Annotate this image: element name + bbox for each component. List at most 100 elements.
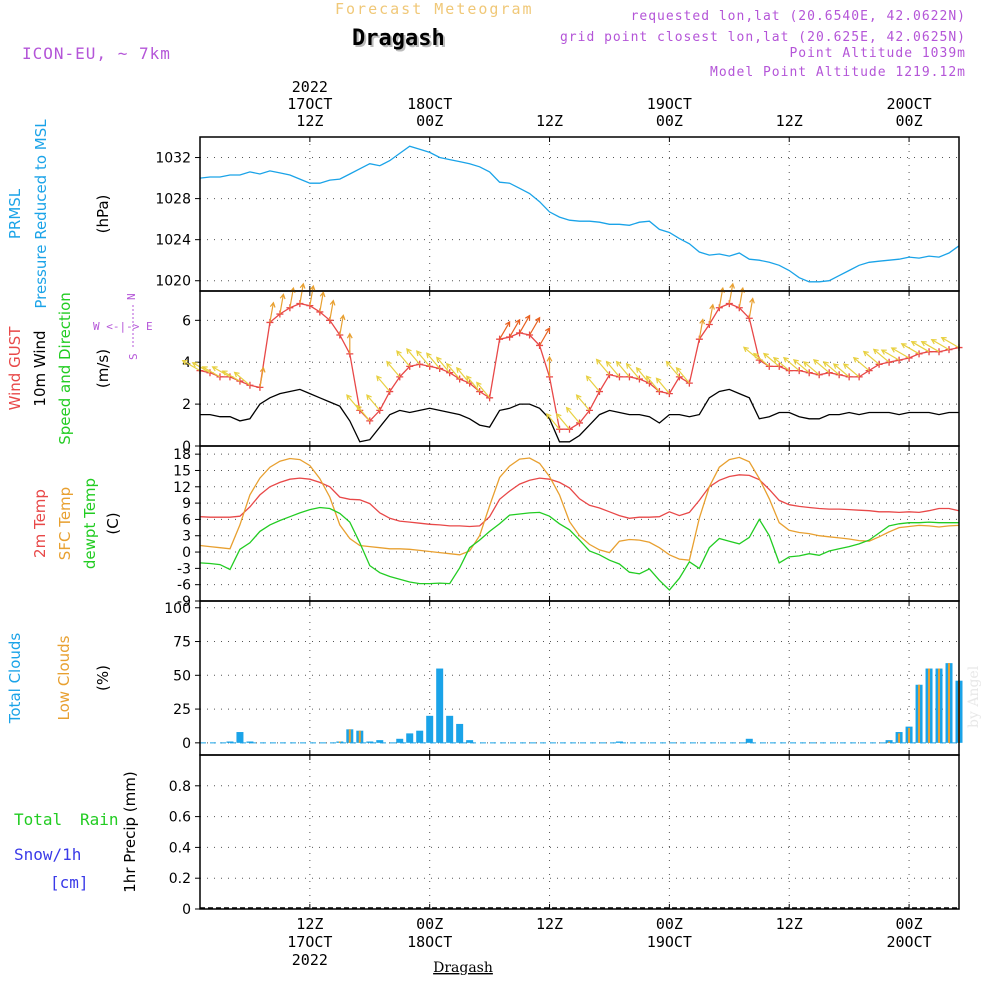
precip-axis-label: 1hr Precip (mm) xyxy=(121,771,139,892)
wind-direction-arrow xyxy=(445,362,461,380)
wind-direction-arrow xyxy=(880,349,900,361)
panel-frame xyxy=(199,136,960,292)
model-point-altitude: Model Point Altitude 1219.12m xyxy=(710,65,966,80)
wind-direction-arrow xyxy=(555,412,570,430)
wind-direction-arrow xyxy=(339,314,346,336)
panel-precip: 0 0.2 0.4 0.6 0.8 Total Rain Snow/1h [cm] 1hr Pre… xyxy=(14,754,960,918)
wind-direction-arrow xyxy=(772,356,790,372)
precip-rain-label: Rain xyxy=(80,810,119,829)
wind-direction-arrow xyxy=(920,341,940,353)
low-clouds-bar xyxy=(348,729,351,743)
panel-label: Total Clouds xyxy=(6,633,24,725)
wind-direction-arrow xyxy=(435,356,451,374)
wind-direction-arrow xyxy=(762,352,780,367)
wind-direction-arrow xyxy=(319,290,326,313)
wind-direction-arrow xyxy=(852,356,870,372)
footer-station-label: Dragash xyxy=(433,960,493,976)
gust-point xyxy=(855,373,863,381)
panel-label: Wind GUST xyxy=(6,326,24,411)
gust-point xyxy=(595,388,603,396)
time-tick-label: 00Z xyxy=(656,112,683,130)
gust-point xyxy=(935,348,943,356)
wind-direction-arrow xyxy=(930,338,950,351)
wind-direction-arrow xyxy=(802,361,820,376)
y-tick-label: -3 xyxy=(177,561,191,577)
wind-direction-arrow xyxy=(201,366,221,378)
wind-direction-arrow xyxy=(708,303,715,325)
low-clouds-bar xyxy=(928,668,931,743)
wind-direction-arrow xyxy=(181,359,201,372)
wind-direction-arrow xyxy=(406,348,421,365)
y-tick-label: 25 xyxy=(173,702,191,718)
panel-label: dewpt Temp xyxy=(81,478,99,569)
wind-direction-arrow xyxy=(545,412,560,430)
low-clouds-bar xyxy=(908,727,911,743)
y-tick-label: 1020 xyxy=(155,274,191,290)
wind-direction-arrow xyxy=(309,284,316,306)
wind-direction-arrow xyxy=(509,318,521,338)
y-tick-label: 9 xyxy=(182,496,191,512)
gust-point xyxy=(945,346,953,354)
time-tick-label: 17OCT xyxy=(287,933,332,951)
low-clouds-bar xyxy=(938,668,941,743)
panel-label: Speed and Direction xyxy=(56,292,74,445)
wind-direction-arrow xyxy=(396,350,411,367)
y-tick-label: -6 xyxy=(177,578,191,594)
wind-direction-arrow xyxy=(233,371,251,386)
total-clouds-bar xyxy=(246,741,254,743)
y-tick-label: 12 xyxy=(173,480,191,496)
wind-direction-arrow xyxy=(499,320,511,340)
t2m-series-line xyxy=(199,474,960,528)
time-tick-label: 19OCT xyxy=(647,95,692,113)
total-clouds-bar xyxy=(236,732,244,743)
y-tick-label: 0.8 xyxy=(169,779,191,795)
gust-point xyxy=(655,388,663,396)
panel-frame xyxy=(199,754,960,910)
wind-direction-arrow xyxy=(605,360,620,378)
gust-point xyxy=(236,377,244,385)
precip-unit-cm: [cm] xyxy=(50,873,89,892)
wind-direction-arrow xyxy=(900,343,920,355)
precip-total-label: Total xyxy=(14,810,62,829)
pressure-series-line xyxy=(199,145,960,283)
total-clouds-bar xyxy=(446,715,454,743)
wind-direction-arrow xyxy=(269,301,276,323)
gust-point xyxy=(416,360,424,368)
compass-south: S xyxy=(127,353,140,360)
wind-direction-arrow xyxy=(940,336,960,349)
y-tick-label: 18 xyxy=(173,447,191,463)
panel-label: SFC Temp xyxy=(56,487,74,560)
panel-label: 10m Wind xyxy=(31,330,49,406)
wind-direction-arrow xyxy=(792,358,810,374)
gust-point xyxy=(615,373,623,381)
wind-direction-arrow xyxy=(376,375,391,392)
point-altitude: Point Altitude 1039m xyxy=(789,46,966,61)
wind-direction-arrow xyxy=(425,352,441,369)
gust-point xyxy=(476,388,484,396)
wind-direction-arrow xyxy=(519,314,531,334)
wind-direction-arrow xyxy=(299,282,306,304)
total-clouds-bar xyxy=(396,738,404,743)
wind-direction-arrow xyxy=(356,404,371,422)
wind-direction-arrow xyxy=(476,381,491,399)
low-clouds-bar xyxy=(338,741,341,743)
y-tick-label: 50 xyxy=(173,668,191,684)
total-clouds-bar xyxy=(436,668,444,743)
grid-point-coordinates: grid point closest lon,lat (20.625E, 42.… xyxy=(559,30,966,45)
y-tick-label: 0 xyxy=(182,902,191,918)
gust-point xyxy=(845,373,853,381)
time-tick-label: 12Z xyxy=(536,112,563,130)
wind-direction-arrow xyxy=(565,406,580,424)
wind-direction-arrow xyxy=(585,375,600,392)
wind-direction-arrow xyxy=(615,360,630,378)
gust-point xyxy=(526,331,534,339)
gust-point xyxy=(396,373,404,381)
gust-point xyxy=(486,394,494,402)
total-clouds-bar xyxy=(416,730,424,743)
wind-direction-arrow xyxy=(546,355,553,377)
compass-north: N xyxy=(125,293,138,300)
y-tick-label: 2 xyxy=(182,397,191,413)
